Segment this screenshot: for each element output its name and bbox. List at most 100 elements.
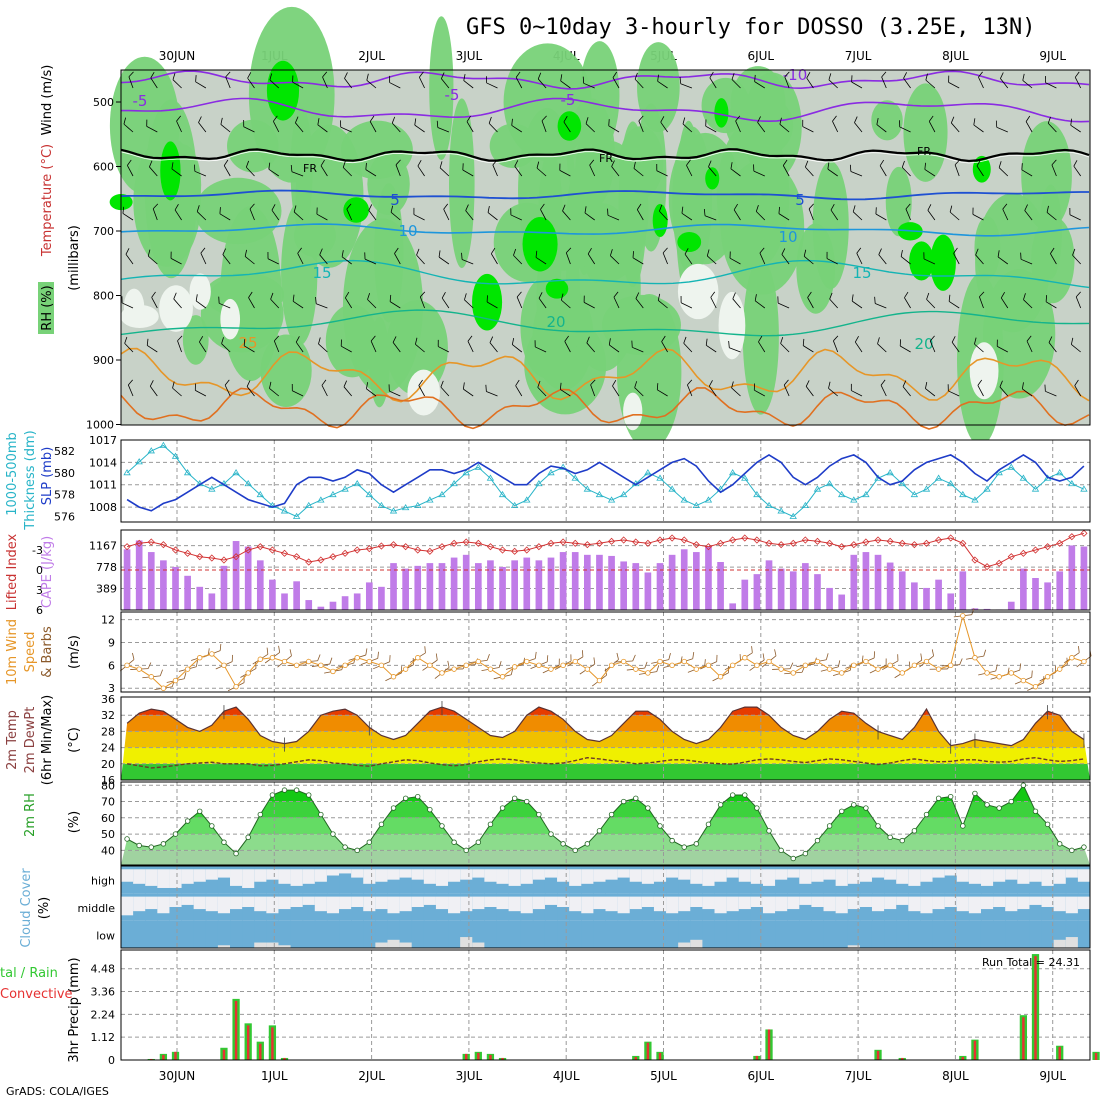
wind-barb (710, 291, 717, 309)
wind-barb-flag (322, 71, 328, 78)
cloud-clear-fill (1017, 869, 1030, 884)
wind-barb-shaft (900, 256, 911, 265)
wind-barb-shaft (759, 252, 766, 265)
rh2m-point (172, 831, 179, 837)
wind-barb (516, 291, 523, 309)
wind-barb-flag (679, 76, 682, 84)
wind-barb-flag (128, 379, 133, 386)
cloud-clear-fill (823, 896, 837, 912)
wind10m-speed-point (487, 666, 494, 672)
wind-barb-flag (364, 252, 366, 260)
rh2m-point (948, 793, 954, 800)
wind-barb-shaft (686, 165, 693, 177)
thickness-point (934, 474, 943, 481)
rh2m-point (717, 802, 724, 808)
precip-convective-bar (1094, 1052, 1098, 1060)
cape-bar (535, 560, 543, 610)
wind-barb-shaft (392, 342, 401, 353)
cloud-clear-fill (787, 869, 800, 878)
cloud-cell (702, 920, 716, 948)
wind-barb-shaft (440, 386, 450, 397)
wind-barb-shaft (244, 345, 255, 353)
wind-barb (925, 73, 936, 89)
wind-barb-flag (995, 120, 998, 128)
wind-barb (466, 115, 474, 133)
cloud-cell (472, 920, 485, 948)
precip-axis-label: 3hr Precip (mm) (67, 957, 82, 1062)
wind-barb-shaft (877, 343, 887, 353)
wind-barb-shaft (827, 168, 838, 177)
wind-barb (849, 164, 863, 177)
rh2m-unit-label: (%) (67, 811, 82, 834)
thickness-point (825, 479, 834, 487)
thickness-point (510, 501, 519, 508)
wind-barb (828, 73, 838, 89)
wind-barb (684, 248, 693, 265)
cloud-clear-fill (593, 896, 606, 910)
wind-barb (123, 117, 134, 133)
cloud-low-fill (266, 942, 279, 948)
wind10m-speed-point (572, 658, 578, 665)
wind10m-barb-flag (1077, 645, 1080, 653)
wind-barb-flag (419, 71, 424, 78)
cape-bar (1056, 571, 1064, 610)
cloud-clear-fill (666, 869, 679, 878)
cloud-clear-fill (520, 869, 534, 884)
wind-barb-shaft (560, 389, 571, 397)
wind-barb (954, 159, 960, 177)
wind-barb-shaft (754, 81, 766, 89)
rh-saturated-region (705, 167, 720, 190)
wind-barb (950, 116, 960, 133)
wind-barb-flag (1025, 115, 1031, 122)
lifted-index-point (777, 541, 785, 549)
wind-barb (633, 161, 644, 177)
wind-barb-flag (291, 384, 293, 391)
cloud-cell (448, 920, 461, 948)
wind-barb (755, 205, 766, 221)
wind-barb-flag (440, 380, 444, 388)
cape-bar (862, 552, 870, 610)
wind-barb-shaft (638, 120, 644, 133)
precip-convective-bar (477, 1052, 480, 1060)
wind-barb-flag (391, 116, 396, 124)
thickness-point (232, 469, 240, 476)
cloud-cell (242, 920, 255, 948)
cloud-cell (532, 920, 546, 948)
wind-barb-shaft (538, 298, 547, 309)
wind10m-speed-point (984, 670, 990, 676)
wind-barb-shaft (973, 124, 984, 133)
contour-label: 10 (778, 228, 797, 246)
wind10m-speed-point (221, 662, 227, 669)
cloud-clear-fill (266, 869, 279, 880)
wind-barb-flag (537, 72, 542, 80)
wind-barb-flag (417, 160, 422, 167)
wind-barb (833, 335, 839, 353)
contour-label: FR (303, 162, 317, 175)
wind-barb-shaft (948, 390, 960, 397)
wind-barb-flag (344, 72, 348, 79)
wind-barb-shaft (389, 82, 401, 89)
cloud-clear-fill (702, 896, 716, 910)
thickness-point (1056, 469, 1064, 476)
wind-barb-shaft (172, 79, 182, 89)
wind10m-speed-point (463, 662, 469, 669)
cloud-clear-fill (932, 896, 946, 910)
cloud-clear-fill (944, 896, 958, 907)
wind-barb-shaft (516, 296, 523, 309)
cloud-low-fill (399, 942, 413, 948)
lifted-index-point (850, 541, 858, 549)
wind10m-speed-point (802, 662, 809, 669)
wind-barb (827, 162, 838, 177)
wind-barb (1020, 252, 1033, 265)
thickness-point (813, 485, 822, 492)
wind10m-speed-point (1020, 677, 1027, 684)
thickness-point (898, 479, 906, 487)
wind-barb-flag (195, 294, 198, 302)
wind-barb-flag (710, 291, 716, 298)
rh2m-point (415, 793, 421, 800)
wind10m-speed-point (620, 658, 627, 665)
cloud-cell (956, 920, 970, 948)
lifted-index-point (571, 539, 579, 547)
